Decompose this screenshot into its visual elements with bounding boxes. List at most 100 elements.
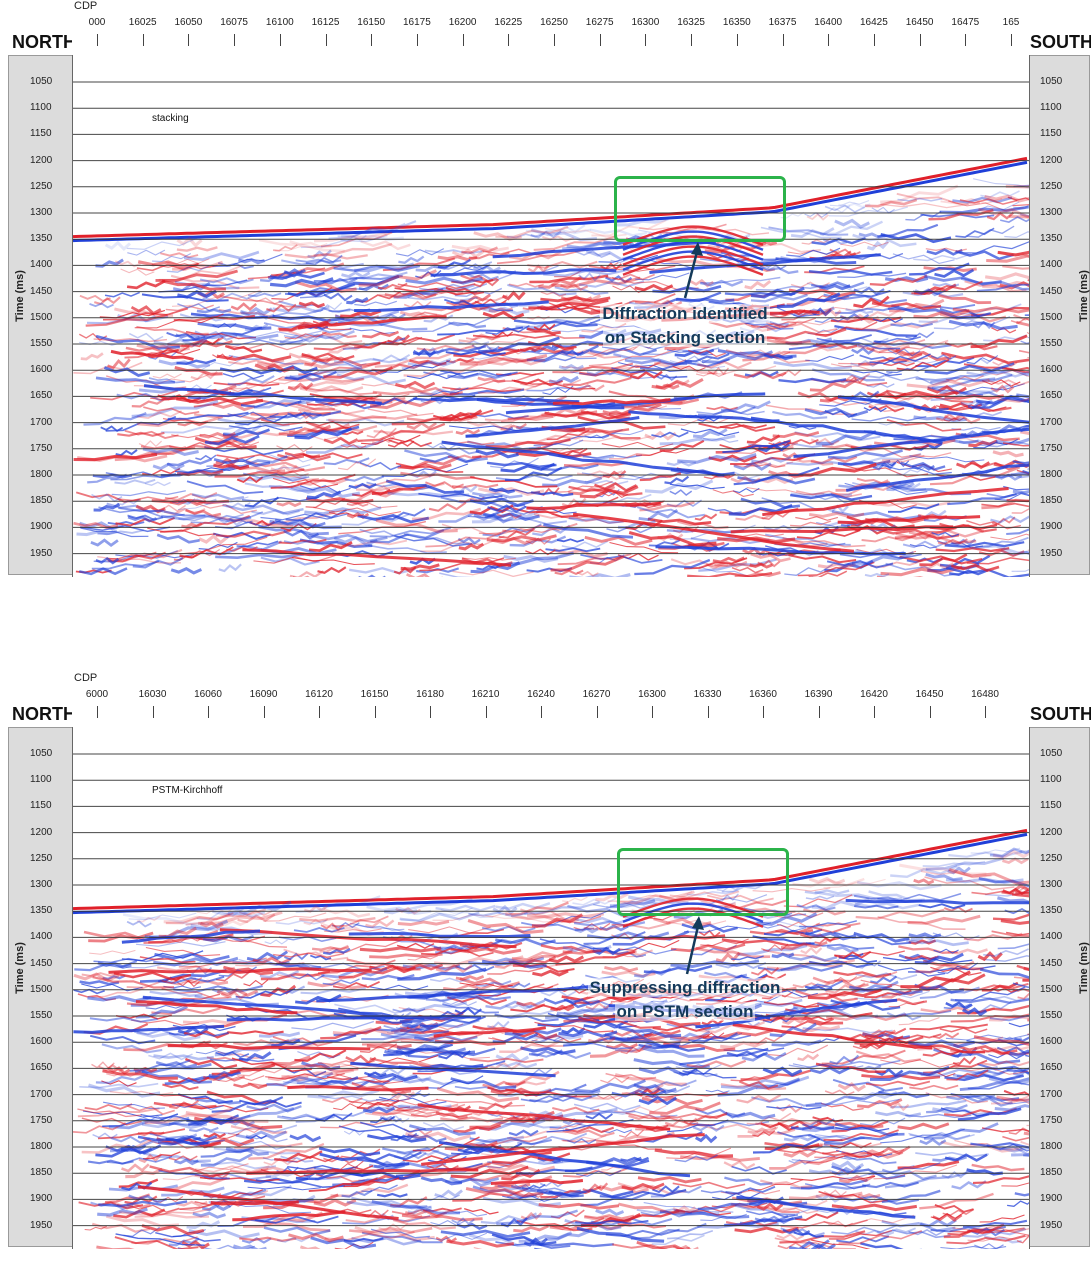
reflection-wiggle [603, 493, 652, 504]
reflection-wiggle [851, 346, 875, 355]
reflection-wiggle [522, 304, 562, 311]
reflection-wiggle [871, 206, 895, 214]
reflection-wiggle [926, 1104, 968, 1114]
reflection-wiggle [370, 1115, 396, 1124]
reflection-wiggle [1017, 992, 1029, 1000]
reflection-wiggle [705, 1089, 730, 1094]
reflection-wiggle [501, 290, 526, 301]
reflection-wiggle [646, 1124, 669, 1131]
reflection-wiggle [1002, 1135, 1029, 1142]
reflection-wiggle [238, 474, 307, 482]
reflection-wiggle [811, 368, 885, 382]
reflection-wiggle [1014, 1036, 1029, 1043]
reflection-wiggle [161, 977, 203, 984]
reflection-wiggle [715, 951, 741, 964]
reflection-wiggle [406, 421, 437, 430]
south-label: SOUTH [1030, 32, 1091, 52]
reflection-wiggle [655, 373, 678, 382]
reflection-wiggle [260, 969, 331, 981]
reflection-wiggle [149, 1132, 225, 1144]
x-tick-mark [782, 34, 784, 46]
reflection-wiggle [659, 1209, 750, 1220]
reflection-wiggle [567, 1138, 597, 1145]
reflection-wiggle [168, 1031, 229, 1037]
reflection-wiggle [546, 1229, 590, 1241]
reflection-wiggle [951, 538, 976, 546]
reflection-wiggle [130, 305, 162, 316]
reflection-wiggle [455, 964, 495, 973]
reflection-wiggle [814, 1098, 900, 1106]
reflection-wiggle [376, 313, 406, 321]
reflection-wiggle [692, 428, 728, 439]
reflection-wiggle [136, 410, 182, 420]
reflection-wiggle [451, 244, 509, 252]
y-tick-label-right: 1500 [1040, 311, 1063, 323]
north-label: NORTH [12, 704, 76, 724]
reflection-wiggle [986, 491, 1029, 499]
reflection-wiggle [161, 279, 226, 291]
reflection-wiggle [156, 1137, 222, 1149]
x-tick-mark [541, 706, 542, 718]
reflection-wiggle [481, 1144, 535, 1156]
reflection-wiggle [425, 992, 502, 1002]
reflection-wiggle [897, 197, 943, 202]
reflection-wiggle [951, 1180, 987, 1190]
reflection-wiggle [445, 286, 485, 295]
reflection-wiggle [487, 358, 546, 366]
x-tick-mark [736, 34, 738, 46]
y-tick-label-left: 1900 [30, 521, 53, 533]
reflection-wiggle [858, 232, 886, 239]
x-tick-label: 000 [88, 17, 106, 28]
reflection-wiggle [289, 404, 365, 416]
reflection-wiggle [595, 892, 629, 902]
reflection-wiggle [972, 178, 1029, 189]
reflection-wiggle [155, 1061, 198, 1069]
reflection-wiggle [437, 258, 471, 269]
reflection-wiggle [322, 978, 360, 986]
reflection-wiggle [98, 1200, 188, 1208]
reflection-wiggle [482, 1080, 526, 1089]
reflection-wiggle [359, 1121, 426, 1133]
reflection-wiggle [843, 1195, 883, 1204]
reflection-wiggle [818, 1190, 888, 1204]
reflection-wiggle [864, 1027, 907, 1038]
reflection-wiggle [361, 1030, 450, 1041]
reflection-wiggle [569, 573, 631, 577]
reflection-wiggle [796, 904, 836, 912]
strong-reflector [628, 410, 780, 424]
reflection-wiggle [826, 1013, 907, 1021]
reflection-wiggle [375, 1089, 422, 1102]
reflection-wiggle [857, 1098, 903, 1109]
reflection-wiggle [670, 558, 729, 570]
reflection-wiggle [161, 987, 232, 1000]
reflection-wiggle [354, 336, 423, 349]
reflection-wiggle [970, 847, 1021, 854]
y-tick-label-left: 1150 [30, 128, 52, 140]
reflection-wiggle [667, 416, 734, 427]
x-tick-mark [374, 706, 376, 718]
reflection-wiggle [715, 961, 767, 970]
reflection-wiggle [386, 1107, 440, 1114]
reflection-wiggle [772, 410, 828, 420]
reflection-wiggle [638, 1095, 678, 1106]
reflection-wiggle [647, 517, 712, 526]
reflection-wiggle [166, 458, 213, 467]
reflection-wiggle [851, 415, 927, 422]
reflection-wiggle [909, 1023, 988, 1031]
reflection-wiggle [957, 1107, 1022, 1122]
x-tick-label: 16250 [540, 17, 568, 28]
reflection-wiggle [531, 1050, 591, 1060]
reflection-wiggle [154, 952, 230, 963]
reflection-wiggle [675, 297, 735, 304]
reflection-wiggle [628, 531, 717, 547]
reflection-wiggle [227, 411, 279, 419]
reflection-wiggle [165, 258, 210, 265]
reflection-wiggle [248, 1142, 325, 1160]
reflection-wiggle [490, 457, 539, 469]
reflection-wiggle [531, 913, 584, 928]
reflection-wiggle [782, 537, 866, 548]
reflection-wiggle [939, 205, 1029, 214]
reflection-wiggle [344, 475, 385, 482]
reflection-wiggle [940, 197, 1003, 205]
reflection-wiggle [819, 308, 842, 317]
